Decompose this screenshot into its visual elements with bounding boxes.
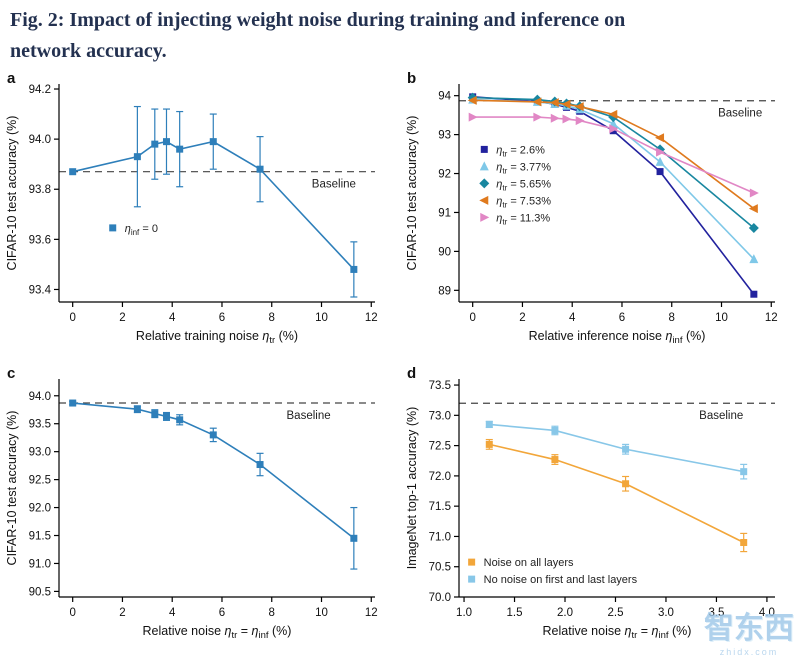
figure-title: Fig. 2: Impact of injecting weight noise… [10,5,792,67]
svg-text:94: 94 [438,91,451,103]
svg-text:ηtr = 5.65%: ηtr = 5.65% [496,178,551,192]
figure-title-line1: Fig. 2: Impact of injecting weight noise… [10,9,626,31]
svg-text:Relative noise ηtr = ηinf (%): Relative noise ηtr = ηinf (%) [143,624,292,641]
svg-text:92.5: 92.5 [29,475,51,487]
svg-text:ηtr = 11.3%: ηtr = 11.3% [496,212,550,226]
svg-text:93.8: 93.8 [29,184,51,196]
svg-text:12: 12 [765,312,778,324]
panel-d: d 1.0 1.5 2.0 2.5 3.0 3.5 4.0 70.0 70.5 71.0 71.5 7… [402,365,798,660]
svg-text:10: 10 [315,312,328,324]
panel-b-letter: b [407,70,417,87]
svg-text:71.5: 71.5 [429,501,451,513]
svg-text:71.0: 71.0 [429,531,451,543]
panel-a-letter: a [7,70,16,87]
svg-text:2: 2 [119,607,125,619]
svg-text:2.5: 2.5 [607,607,623,619]
svg-text:1.5: 1.5 [507,607,523,619]
svg-text:94.0: 94.0 [29,391,51,403]
svg-text:4: 4 [169,312,176,324]
svg-text:3.0: 3.0 [658,607,674,619]
svg-text:3.5: 3.5 [708,607,724,619]
svg-text:94.2: 94.2 [29,84,51,96]
svg-text:Noise on all layers: Noise on all layers [484,557,574,569]
svg-text:8: 8 [269,312,275,324]
svg-text:91.5: 91.5 [29,531,51,543]
svg-text:CIFAR-10 test accuracy (%): CIFAR-10 test accuracy (%) [5,411,19,566]
svg-text:89: 89 [438,285,451,297]
svg-text:94.0: 94.0 [29,134,51,146]
svg-text:0: 0 [69,607,75,619]
svg-text:12: 12 [365,607,378,619]
svg-text:Relative inference noise ηinf: Relative inference noise ηinf (%) [529,329,706,346]
svg-text:CIFAR-10 test accuracy (%): CIFAR-10 test accuracy (%) [5,116,19,271]
panel-a: a 0 2 4 6 8 10 12 93.4 93.6 93.8 94.0 94.2 Relative … [2,70,398,365]
panel-c: c 0 2 4 6 8 10 12 90.5 91.0 91.5 92.0 92.5 93.0 93.5 9… [2,365,398,660]
svg-text:92: 92 [438,169,451,181]
svg-text:ImageNet top-1 accuracy (%): ImageNet top-1 accuracy (%) [405,407,419,570]
panel-a-chart: 0 2 4 6 8 10 12 93.4 93.6 93.8 94.0 94.2 Relative tr… [5,84,378,346]
svg-text:0: 0 [69,312,75,324]
svg-text:70.0: 70.0 [429,592,451,604]
svg-text:70.5: 70.5 [429,562,451,574]
panel-b: b 0 2 4 6 8 10 12 89 90 91 92 93 94 Relative inferenc… [402,70,798,365]
svg-text:Baseline: Baseline [718,108,762,120]
svg-text:ηtr = 3.77%: ηtr = 3.77% [496,161,551,175]
panel-c-letter: c [7,365,16,382]
svg-text:2: 2 [519,312,525,324]
svg-text:Relative noise ηtr = ηinf (%): Relative noise ηtr = ηinf (%) [543,624,692,641]
figure-title-line2: network accuracy. [10,40,167,62]
svg-text:No noise on first and last lay: No noise on first and last layers [484,574,638,586]
panel-d-chart: 1.0 1.5 2.0 2.5 3.0 3.5 4.0 70.0 70.5 71.0 71.5 72.… [405,379,775,641]
svg-text:6: 6 [219,312,225,324]
svg-text:0: 0 [469,312,475,324]
svg-text:93.0: 93.0 [29,447,51,459]
svg-text:93.5: 93.5 [29,419,51,431]
svg-text:CIFAR-10 test accuracy (%): CIFAR-10 test accuracy (%) [405,116,419,271]
svg-text:92.0: 92.0 [29,503,51,515]
svg-text:4: 4 [169,607,176,619]
svg-text:90.5: 90.5 [29,586,51,598]
svg-text:ηtr = 7.53%: ηtr = 7.53% [496,195,551,209]
svg-text:Relative training noise ηtr (%: Relative training noise ηtr (%) [136,329,298,346]
svg-text:6: 6 [619,312,625,324]
svg-text:93.6: 93.6 [29,234,51,246]
svg-text:93: 93 [438,130,451,142]
svg-text:ηinf = 0: ηinf = 0 [125,223,158,237]
svg-text:Baseline: Baseline [287,410,331,422]
svg-text:73.0: 73.0 [429,410,451,422]
svg-text:Baseline: Baseline [312,179,356,191]
panel-d-letter: d [407,365,417,382]
svg-text:ηtr = 2.6%: ηtr = 2.6% [496,144,545,158]
svg-text:6: 6 [219,607,225,619]
svg-text:93.4: 93.4 [29,284,52,296]
svg-text:91: 91 [438,207,451,219]
svg-text:2: 2 [119,312,125,324]
svg-text:10: 10 [315,607,328,619]
svg-text:1.0: 1.0 [456,607,472,619]
svg-text:91.0: 91.0 [29,558,51,570]
svg-text:2.0: 2.0 [557,607,573,619]
svg-text:8: 8 [669,312,675,324]
svg-text:12: 12 [365,312,378,324]
panel-c-chart: 0 2 4 6 8 10 12 90.5 91.0 91.5 92.0 92.5 93.0 93.5 94.… [5,379,378,641]
svg-text:4.0: 4.0 [759,607,775,619]
svg-text:90: 90 [438,246,451,258]
svg-text:8: 8 [269,607,275,619]
svg-text:Baseline: Baseline [699,410,743,422]
svg-text:4: 4 [569,312,576,324]
panel-b-chart: 0 2 4 6 8 10 12 89 90 91 92 93 94 Relative inference … [405,84,778,346]
svg-text:10: 10 [715,312,728,324]
svg-text:72.0: 72.0 [429,471,451,483]
svg-text:72.5: 72.5 [429,441,451,453]
panels-grid: a 0 2 4 6 8 10 12 93.4 93.6 93.8 94.0 94.2 Relative … [2,70,800,660]
svg-text:73.5: 73.5 [429,380,451,392]
